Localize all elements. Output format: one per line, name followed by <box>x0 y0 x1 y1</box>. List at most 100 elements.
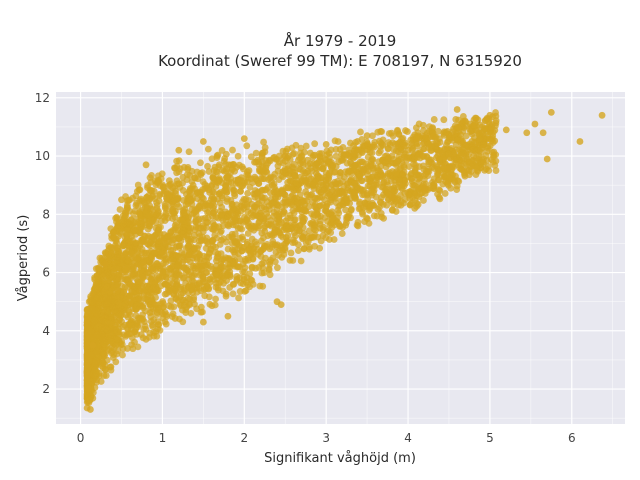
scatter-point <box>402 127 409 134</box>
scatter-point <box>292 221 299 229</box>
scatter-point <box>285 224 293 232</box>
scatter-point <box>249 179 257 186</box>
scatter-point <box>146 186 154 194</box>
scatter-point <box>210 208 218 215</box>
scatter-point <box>255 200 262 208</box>
scatter-point <box>302 169 310 177</box>
scatter-point <box>429 132 437 140</box>
scatter-point <box>461 172 469 180</box>
scatter-point <box>91 366 99 374</box>
scatter-point <box>425 123 433 131</box>
scatter-point <box>87 328 95 335</box>
scatter-point <box>234 152 242 160</box>
scatter-point <box>441 190 449 197</box>
y-tick-label: 4 <box>42 324 50 338</box>
scatter-point <box>275 228 283 236</box>
scatter-point <box>160 247 168 255</box>
scatter-point <box>430 116 438 123</box>
scatter-point <box>207 182 215 190</box>
scatter-point <box>311 140 319 148</box>
scatter-point <box>148 233 155 241</box>
scatter-point <box>237 176 244 184</box>
scatter-point <box>193 305 201 313</box>
scatter-point <box>292 186 300 194</box>
scatter-point <box>203 219 210 226</box>
scatter-point <box>233 213 241 221</box>
scatter-point <box>231 246 239 254</box>
scatter-point <box>204 162 211 170</box>
scatter-point <box>252 149 260 157</box>
scatter-point <box>319 232 327 240</box>
scatter-point <box>336 172 344 180</box>
scatter-point <box>198 169 206 177</box>
scatter-point <box>476 135 484 143</box>
scatter-point <box>139 304 147 312</box>
scatter-point <box>184 165 192 173</box>
scatter-point <box>297 153 305 161</box>
scatter-point <box>136 287 144 295</box>
scatter-point <box>350 162 358 170</box>
x-tick-label: 3 <box>322 431 330 445</box>
scatter-point <box>374 205 382 213</box>
scatter-point <box>358 136 366 143</box>
scatter-point <box>115 311 123 319</box>
scatter-point <box>419 140 427 147</box>
scatter-point <box>123 226 131 233</box>
scatter-point <box>229 146 236 154</box>
scatter-point <box>134 323 141 331</box>
scatter-point <box>491 162 499 169</box>
scatter-point <box>323 147 331 155</box>
scatter-point <box>147 239 154 246</box>
scatter-point <box>470 122 478 129</box>
scatter-point <box>422 134 430 142</box>
scatter-point <box>197 159 204 167</box>
scatter-point <box>153 286 161 293</box>
scatter-point <box>275 251 282 259</box>
scatter-point <box>185 251 193 259</box>
scatter-point <box>345 168 353 176</box>
scatter-point <box>171 226 179 233</box>
scatter-point <box>385 139 392 146</box>
scatter-point <box>128 271 136 278</box>
scatter-point <box>324 192 332 200</box>
scatter-point <box>180 217 188 225</box>
scatter-point <box>162 210 170 217</box>
scatter-point <box>356 158 364 166</box>
scatter-point <box>288 144 296 152</box>
scatter-point <box>216 241 224 248</box>
scatter-point <box>279 168 287 176</box>
scatter-point <box>380 214 388 222</box>
scatter-point <box>375 149 383 157</box>
scatter-point <box>158 170 166 178</box>
scatter-point <box>85 385 93 393</box>
scatter-point <box>354 222 362 230</box>
scatter-point <box>425 160 433 168</box>
scatter-point <box>104 250 112 258</box>
scatter-point <box>281 246 289 254</box>
scatter-point <box>282 234 290 241</box>
scatter-point <box>281 198 289 206</box>
scatter-point <box>187 309 195 317</box>
scatter-point <box>274 264 281 272</box>
scatter-point <box>167 297 175 305</box>
scatter-point <box>101 270 109 278</box>
scatter-point <box>420 127 427 134</box>
scatter-point <box>236 288 244 295</box>
scatter-point <box>332 152 340 160</box>
scatter-point <box>228 184 236 192</box>
scatter-point <box>209 188 216 196</box>
scatter-point <box>290 160 298 168</box>
scatter-point <box>224 173 232 181</box>
scatter-point <box>392 208 400 215</box>
scatter-point <box>211 163 219 171</box>
scatter-point <box>255 264 263 271</box>
scatter-point <box>154 318 162 325</box>
scatter-point <box>92 373 99 381</box>
scatter-point <box>105 289 113 296</box>
scatter-point <box>229 290 237 298</box>
scatter-point <box>132 192 140 200</box>
scatter-point <box>305 179 313 187</box>
scatter-point <box>153 179 161 186</box>
scatter-point <box>331 137 339 145</box>
scatter-point <box>113 218 120 226</box>
